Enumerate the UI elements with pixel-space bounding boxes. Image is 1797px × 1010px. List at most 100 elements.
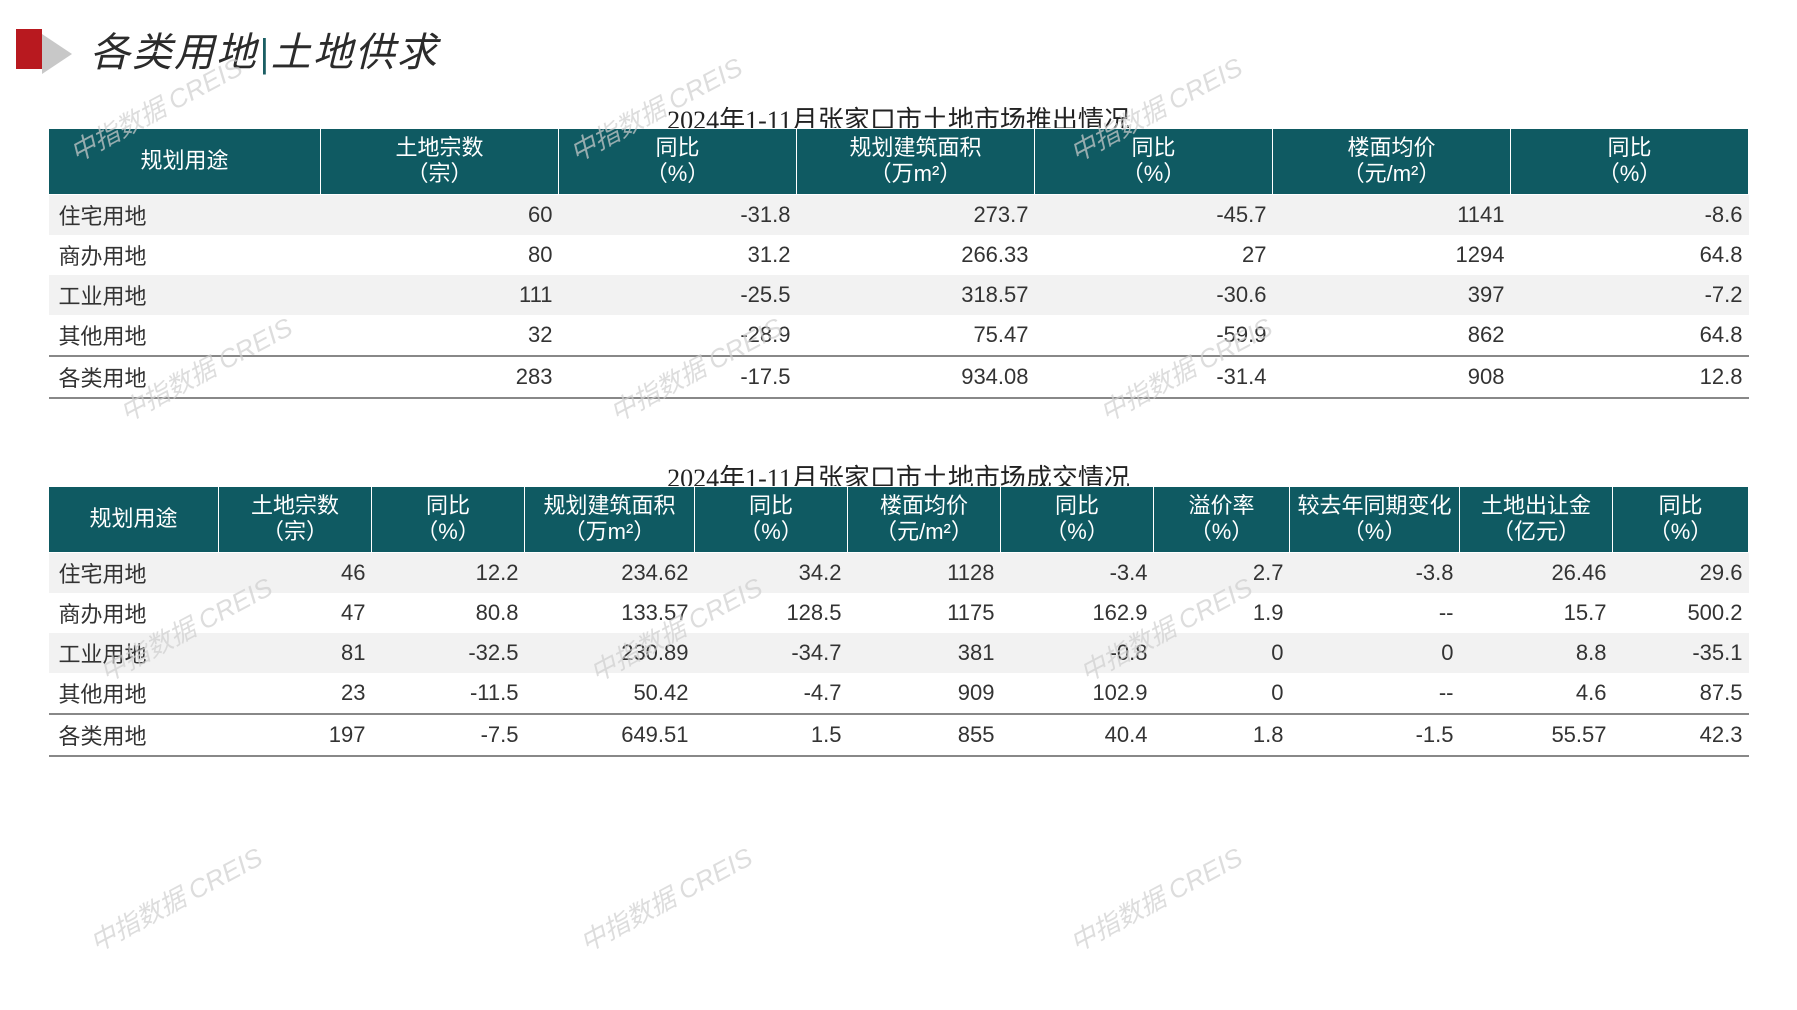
cell: -28.9: [559, 315, 797, 356]
cell: 32: [321, 315, 559, 356]
table2-col-2: 同比（%）: [372, 487, 525, 553]
cell: 8.8: [1460, 633, 1613, 673]
row-name: 各类用地: [49, 714, 219, 756]
col-header-line1: 土地出让金: [1464, 493, 1608, 519]
col-header-line2: （%）: [1515, 161, 1744, 187]
col-header-line2: （%）: [376, 519, 520, 545]
cell: 162.9: [1001, 593, 1154, 633]
cell: 500.2: [1613, 593, 1749, 633]
col-header-line1: 同比: [1515, 135, 1744, 161]
cell: 1294: [1273, 235, 1511, 275]
col-header-line1: 溢价率: [1158, 493, 1285, 519]
title-main: 各类用地: [90, 20, 258, 78]
cell: 15.7: [1460, 593, 1613, 633]
cell: 4.6: [1460, 673, 1613, 714]
cell: -7.2: [1511, 275, 1749, 315]
table2-col-5: 楼面均价（元/m²）: [848, 487, 1001, 553]
col-header-line2: （宗）: [325, 161, 554, 187]
col-header-line2: （亿元）: [1464, 519, 1608, 545]
col-header-line2: （%）: [1617, 519, 1744, 545]
cell: 1175: [848, 593, 1001, 633]
col-header-line2: （宗）: [223, 519, 367, 545]
table2-wrap: 规划用途土地宗数（宗）同比（%）规划建筑面积（万m²）同比（%）楼面均价（元/m…: [48, 486, 1749, 757]
cell: 87.5: [1613, 673, 1749, 714]
cell: 128.5: [695, 593, 848, 633]
col-header-line1: 规划用途: [53, 148, 316, 174]
cell: 42.3: [1613, 714, 1749, 756]
page-title: 各类用地 | 土地供求: [90, 20, 439, 78]
col-header-line1: 同比: [699, 493, 843, 519]
cell: 60: [321, 194, 559, 235]
table-row: 住宅用地60-31.8273.7-45.71141-8.6: [49, 194, 1749, 235]
row-name: 各类用地: [49, 356, 321, 398]
cell: -45.7: [1035, 194, 1273, 235]
cell: 862: [1273, 315, 1511, 356]
table2-col-8: 较去年同期变化（%）: [1290, 487, 1460, 553]
table2-col-0: 规划用途: [49, 487, 219, 553]
cell: -59.9: [1035, 315, 1273, 356]
col-header-line1: 规划建筑面积: [801, 135, 1030, 161]
col-header-line2: （%）: [1158, 519, 1285, 545]
table2: 规划用途土地宗数（宗）同比（%）规划建筑面积（万m²）同比（%）楼面均价（元/m…: [48, 486, 1749, 757]
row-name: 其他用地: [49, 673, 219, 714]
cell: 381: [848, 633, 1001, 673]
cell: 27: [1035, 235, 1273, 275]
table1-col-3: 规划建筑面积（万m²）: [797, 129, 1035, 195]
cell: 50.42: [525, 673, 695, 714]
cell: 649.51: [525, 714, 695, 756]
logo-red-block: [16, 29, 42, 69]
table-total-row: 各类用地283-17.5934.08-31.490812.8: [49, 356, 1749, 398]
cell: 273.7: [797, 194, 1035, 235]
cell: -8.6: [1511, 194, 1749, 235]
cell: 102.9: [1001, 673, 1154, 714]
col-header-line2: （%）: [563, 161, 792, 187]
cell: 2.7: [1154, 552, 1290, 593]
cell: 29.6: [1613, 552, 1749, 593]
cell: -34.7: [695, 633, 848, 673]
cell: 1.9: [1154, 593, 1290, 633]
table1-col-2: 同比（%）: [559, 129, 797, 195]
table-row: 其他用地23-11.550.42-4.7909102.90--4.687.5: [49, 673, 1749, 714]
watermark: 中指数据 CREIS: [572, 837, 758, 959]
cell: 47: [219, 593, 372, 633]
cell: 197: [219, 714, 372, 756]
col-header-line1: 规划用途: [53, 506, 214, 532]
cell: -17.5: [559, 356, 797, 398]
table2-col-9: 土地出让金（亿元）: [1460, 487, 1613, 553]
cell: 80: [321, 235, 559, 275]
table2-col-4: 同比（%）: [695, 487, 848, 553]
cell: -3.4: [1001, 552, 1154, 593]
title-separator: |: [260, 29, 269, 76]
col-header-line1: 楼面均价: [852, 493, 996, 519]
cell: 111: [321, 275, 559, 315]
cell: -32.5: [372, 633, 525, 673]
cell: 0: [1154, 633, 1290, 673]
cell: 397: [1273, 275, 1511, 315]
table1-col-6: 同比（%）: [1511, 129, 1749, 195]
table2-col-7: 溢价率（%）: [1154, 487, 1290, 553]
cell: -7.5: [372, 714, 525, 756]
row-name: 工业用地: [49, 633, 219, 673]
col-header-line1: 同比: [1039, 135, 1268, 161]
cell: -35.1: [1613, 633, 1749, 673]
cell: 230.89: [525, 633, 695, 673]
table1-col-4: 同比（%）: [1035, 129, 1273, 195]
col-header-line2: （元/m²）: [852, 519, 996, 545]
cell: 75.47: [797, 315, 1035, 356]
col-header-line2: （%）: [699, 519, 843, 545]
cell: 64.8: [1511, 315, 1749, 356]
cell: --: [1290, 673, 1460, 714]
cell: 1128: [848, 552, 1001, 593]
cell: 34.2: [695, 552, 848, 593]
cell: -3.8: [1290, 552, 1460, 593]
cell: 31.2: [559, 235, 797, 275]
row-name: 商办用地: [49, 235, 321, 275]
table2-col-1: 土地宗数（宗）: [219, 487, 372, 553]
cell: -11.5: [372, 673, 525, 714]
col-header-line1: 同比: [1617, 493, 1744, 519]
cell: -31.8: [559, 194, 797, 235]
logo-gray-triangle: [42, 34, 72, 64]
col-header-line1: 较去年同期变化: [1294, 493, 1455, 519]
cell: 55.57: [1460, 714, 1613, 756]
table1-col-5: 楼面均价（元/m²）: [1273, 129, 1511, 195]
